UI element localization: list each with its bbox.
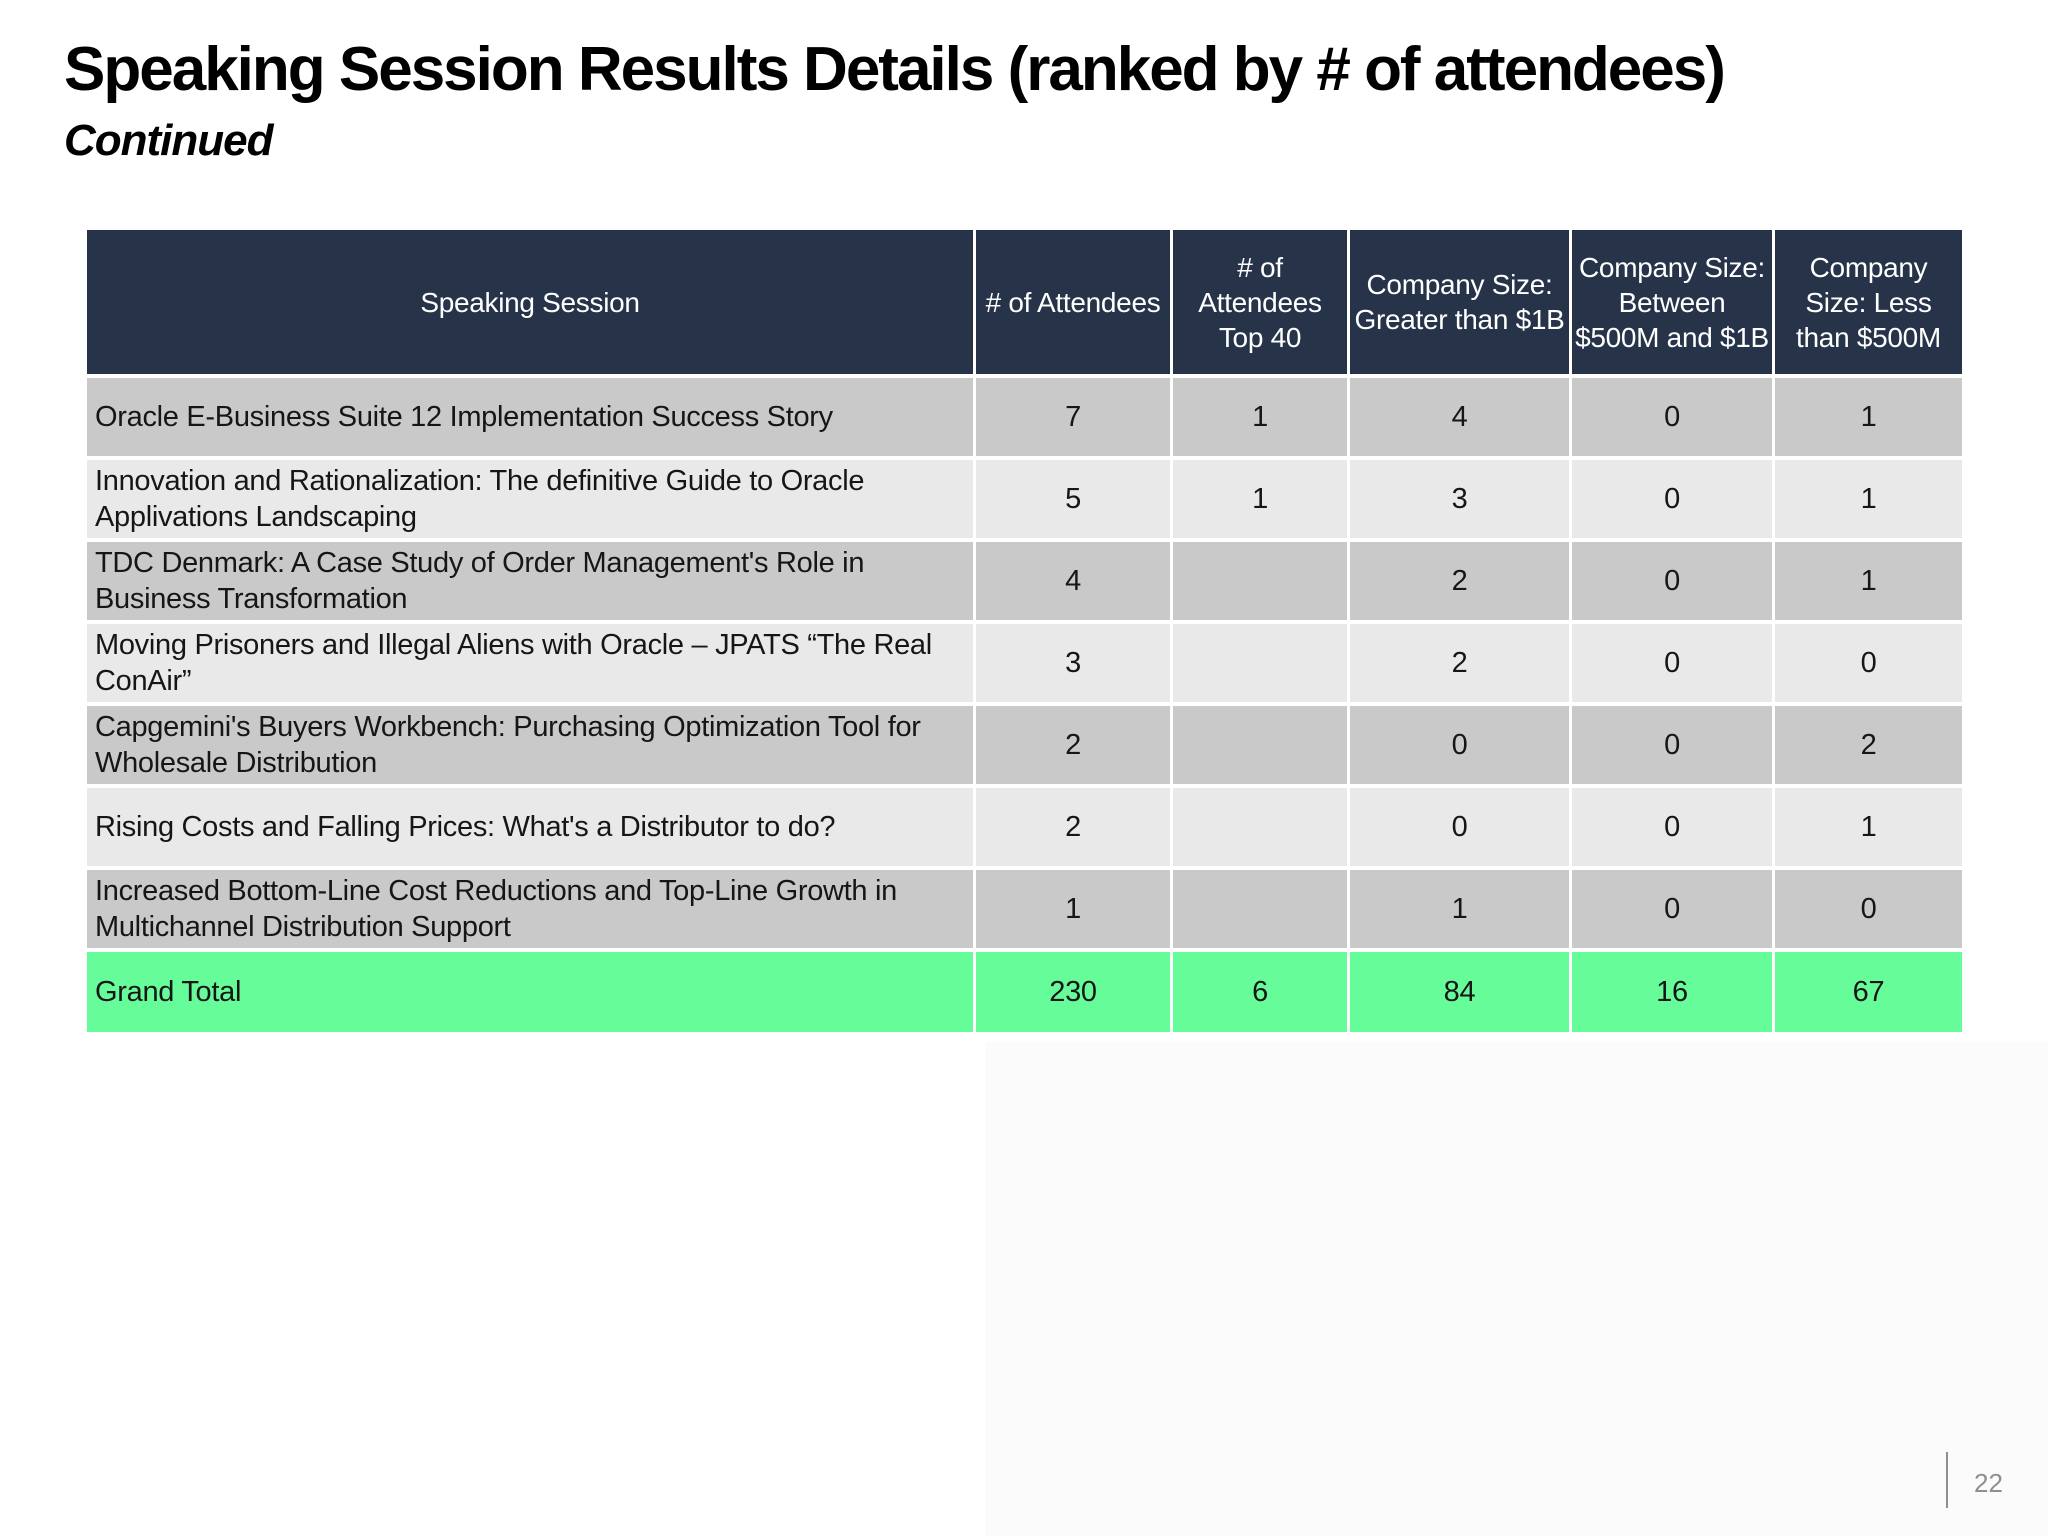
session-cell: Increased Bottom-Line Cost Reductions an…: [87, 870, 973, 948]
value-cell: [1173, 788, 1347, 866]
header-cell-1: # of Attendees: [976, 230, 1170, 374]
header-cell-2: # of Attendees Top 40: [1173, 230, 1347, 374]
header-cell-3: Company Size: Greater than $1B: [1350, 230, 1569, 374]
session-cell: Rising Costs and Falling Prices: What's …: [87, 788, 973, 866]
value-cell: 2: [1775, 706, 1962, 784]
page-number: 22: [1974, 1468, 2003, 1498]
value-cell: 4: [1350, 378, 1569, 456]
value-cell: 4: [976, 542, 1170, 620]
table-row: Innovation and Rationalization: The defi…: [87, 460, 1962, 538]
slide-title: Speaking Session Results Details (ranked…: [64, 35, 1726, 104]
header-cell-4: Company Size: Between $500M and $1B: [1572, 230, 1772, 374]
value-cell: 5: [976, 460, 1170, 538]
grand-total-row: Grand Total 230 6 84 16 67: [87, 952, 1962, 1032]
grand-total-value: 16: [1572, 952, 1772, 1032]
grand-total-value: 67: [1775, 952, 1962, 1032]
table-row: Increased Bottom-Line Cost Reductions an…: [87, 870, 1962, 948]
session-cell: TDC Denmark: A Case Study of Order Manag…: [87, 542, 973, 620]
value-cell: 0: [1572, 624, 1772, 702]
header-row: Speaking Session # of Attendees # of Atten…: [87, 230, 1962, 374]
value-cell: 0: [1572, 870, 1772, 948]
value-cell: 2: [976, 788, 1170, 866]
background-panel: [985, 1042, 2048, 1536]
value-cell: 1: [1775, 542, 1962, 620]
slide-subtitle: Continued: [64, 116, 274, 165]
value-cell: 0: [1350, 706, 1569, 784]
value-cell: 0: [1572, 788, 1772, 866]
value-cell: 1: [1775, 378, 1962, 456]
value-cell: 1: [1173, 460, 1347, 538]
table-row: Oracle E-Business Suite 12 Implementatio…: [87, 378, 1962, 456]
table-row: Capgemini's Buyers Workbench: Purchasing…: [87, 706, 1962, 784]
value-cell: 0: [1572, 460, 1772, 538]
table-header: Speaking Session # of Attendees # of Atten…: [87, 230, 1962, 374]
value-cell: 7: [976, 378, 1170, 456]
value-cell: 3: [976, 624, 1170, 702]
table-row: TDC Denmark: A Case Study of Order Manag…: [87, 542, 1962, 620]
value-cell: 0: [1572, 706, 1772, 784]
results-table: Speaking Session # of Attendees # of Atten…: [84, 226, 1965, 1036]
value-cell: 0: [1775, 870, 1962, 948]
header-cell-0: Speaking Session: [87, 230, 973, 374]
value-cell: 1: [1173, 378, 1347, 456]
value-cell: 0: [1775, 624, 1962, 702]
grand-total-value: 230: [976, 952, 1170, 1032]
value-cell: [1173, 706, 1347, 784]
session-cell: Capgemini's Buyers Workbench: Purchasing…: [87, 706, 973, 784]
session-cell: Innovation and Rationalization: The defi…: [87, 460, 973, 538]
table-row: Rising Costs and Falling Prices: What's …: [87, 788, 1962, 866]
value-cell: 2: [1350, 624, 1569, 702]
value-cell: 1: [1350, 870, 1569, 948]
value-cell: 0: [1572, 542, 1772, 620]
value-cell: [1173, 542, 1347, 620]
table-row: Moving Prisoners and Illegal Aliens with…: [87, 624, 1962, 702]
grand-total-value: 84: [1350, 952, 1569, 1032]
grand-total-value: 6: [1173, 952, 1347, 1032]
value-cell: 2: [1350, 542, 1569, 620]
value-cell: 1: [976, 870, 1170, 948]
value-cell: 1: [1775, 788, 1962, 866]
session-cell: Moving Prisoners and Illegal Aliens with…: [87, 624, 973, 702]
value-cell: [1173, 870, 1347, 948]
table-body: Oracle E-Business Suite 12 Implementatio…: [87, 378, 1962, 1032]
value-cell: 0: [1350, 788, 1569, 866]
value-cell: 3: [1350, 460, 1569, 538]
page-number-divider: [1946, 1452, 1948, 1508]
value-cell: [1173, 624, 1347, 702]
value-cell: 2: [976, 706, 1170, 784]
grand-total-label: Grand Total: [87, 952, 973, 1032]
value-cell: 1: [1775, 460, 1962, 538]
value-cell: 0: [1572, 378, 1772, 456]
header-cell-5: Company Size: Less than $500M: [1775, 230, 1962, 374]
session-cell: Oracle E-Business Suite 12 Implementatio…: [87, 378, 973, 456]
